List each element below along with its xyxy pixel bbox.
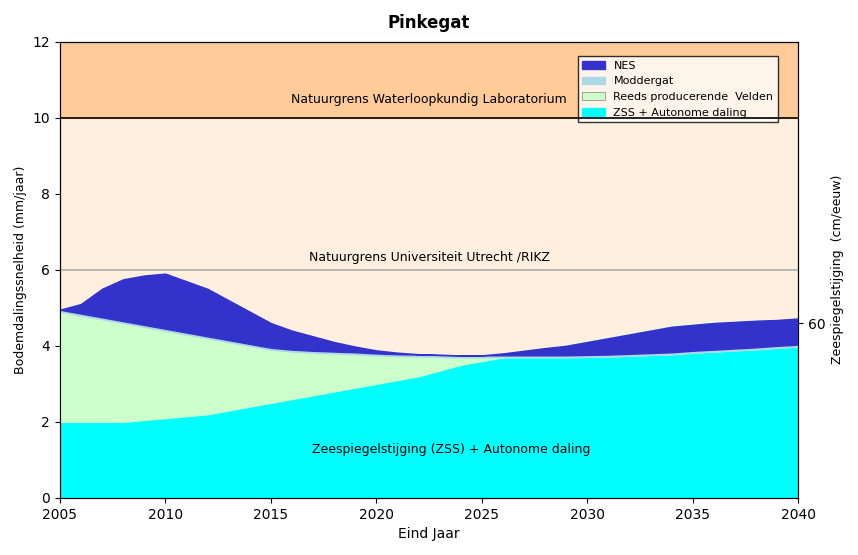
Text: Natuurgrens Waterloopkundig Laboratorium: Natuurgrens Waterloopkundig Laboratorium	[291, 93, 567, 107]
Title: Pinkegat: Pinkegat	[388, 14, 470, 32]
Legend: NES, Moddergat, Reeds producerende  Velden, ZSS + Autonome daling: NES, Moddergat, Reeds producerende Velde…	[578, 57, 778, 122]
Text: Zeespiegelstijging (ZSS) + Autonome daling: Zeespiegelstijging (ZSS) + Autonome dali…	[312, 443, 590, 456]
Text: Natuurgrens Universiteit Utrecht /RIKZ: Natuurgrens Universiteit Utrecht /RIKZ	[309, 251, 549, 264]
Y-axis label: Zeespiegelstijging  (cm/eeuw): Zeespiegelstijging (cm/eeuw)	[831, 175, 844, 365]
X-axis label: Eind Jaar: Eind Jaar	[398, 527, 460, 541]
Y-axis label: Bodemdalingssnelheid (mm/jaar): Bodemdalingssnelheid (mm/jaar)	[14, 165, 27, 374]
